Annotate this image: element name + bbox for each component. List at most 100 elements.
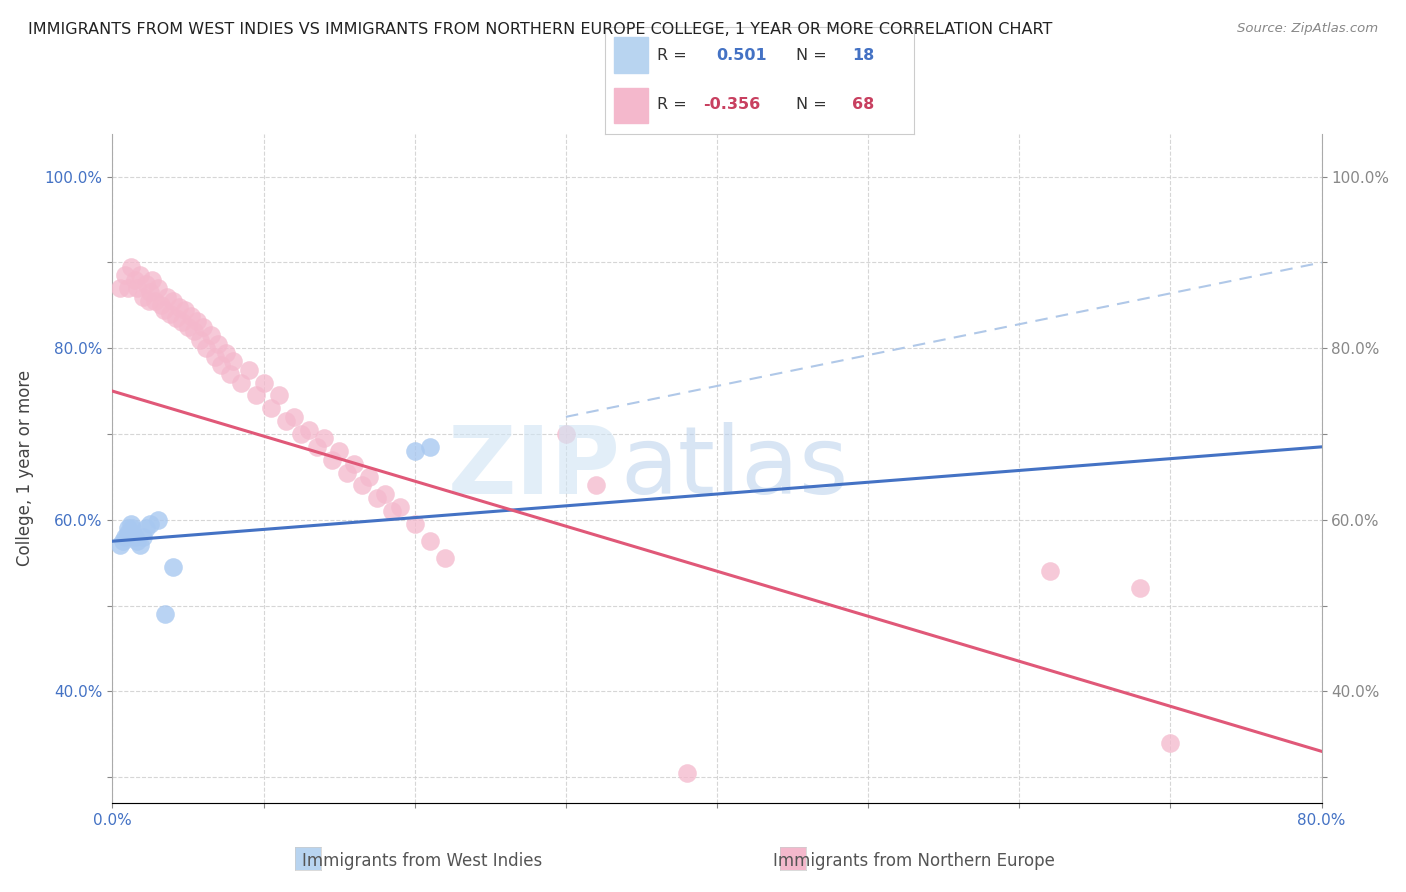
Point [120,517,142,532]
Text: R =: R = [657,47,692,62]
Point [174,302,197,317]
Point [120,260,142,274]
Point [167,300,190,314]
Point [219,367,242,381]
Point [188,333,211,347]
Point [305,440,328,454]
Point [124,272,146,286]
Point [132,530,155,544]
Point [433,551,456,566]
Point [260,401,283,416]
Text: 0.501: 0.501 [716,47,766,62]
Bar [614,87,648,123]
Point [186,314,208,328]
Point [156,290,179,304]
Point [209,359,232,373]
Point [177,319,200,334]
Point [419,440,441,454]
Point [359,470,381,484]
Point [138,294,160,309]
Point [117,525,139,540]
Text: 18: 18 [852,47,875,62]
Point [132,290,155,304]
Point [314,431,336,445]
Point [128,268,150,283]
Point [290,427,312,442]
Point [141,272,163,286]
Point [267,388,290,402]
Bar [614,37,648,73]
Point [162,560,184,574]
Point [149,298,172,312]
Point [381,504,404,518]
Point [404,444,426,458]
Point [121,521,143,535]
Point [117,281,139,295]
Point [162,294,184,309]
Point [238,362,260,376]
Text: ZIP: ZIP [447,422,620,515]
Point [170,316,193,330]
Point [139,285,162,300]
Text: R =: R = [657,97,692,112]
Point [135,521,157,535]
Point [374,487,396,501]
Point [207,337,229,351]
Point [350,478,373,492]
Point [139,517,162,532]
Point [298,423,321,437]
Point [125,281,148,295]
Text: Source: ZipAtlas.com: Source: ZipAtlas.com [1237,22,1378,36]
Point [135,277,157,291]
Point [1038,564,1062,578]
Point [215,345,238,359]
Text: N =: N = [796,47,832,62]
Point [343,457,366,471]
Point [253,376,276,390]
Y-axis label: College, 1 year or more: College, 1 year or more [15,370,34,566]
Point [183,324,205,338]
Point [388,500,411,514]
Point [125,534,148,549]
Point [191,319,214,334]
Point [159,307,181,321]
Point [283,409,305,424]
Point [165,311,187,326]
Point [180,309,202,323]
Point [114,530,136,544]
Point [1159,736,1181,750]
Point [108,539,131,553]
Point [117,521,139,535]
Point [585,478,607,492]
Text: 68: 68 [852,97,875,112]
Point [1129,582,1152,596]
Text: -0.356: -0.356 [703,97,761,112]
Point [153,302,176,317]
Point [195,341,218,355]
Point [124,530,146,544]
Text: Immigrants from Northern Europe: Immigrants from Northern Europe [773,852,1054,870]
Point [112,534,135,549]
Text: IMMIGRANTS FROM WEST INDIES VS IMMIGRANTS FROM NORTHERN EUROPE COLLEGE, 1 YEAR O: IMMIGRANTS FROM WEST INDIES VS IMMIGRANT… [28,22,1053,37]
Point [675,765,697,780]
Point [419,534,441,549]
Point [276,414,298,428]
Text: atlas: atlas [620,422,849,515]
Point [108,281,131,295]
Point [336,466,359,480]
Point [554,427,576,442]
Point [114,268,136,283]
Point [204,350,226,364]
Point [146,281,169,295]
Text: Immigrants from West Indies: Immigrants from West Indies [302,852,541,870]
Point [146,513,169,527]
Point [321,452,343,467]
Point [222,354,245,368]
Point [229,376,252,390]
Point [366,491,388,506]
Text: N =: N = [796,97,832,112]
Point [155,607,177,621]
Point [328,444,350,458]
Point [143,294,166,309]
Point [404,517,426,532]
